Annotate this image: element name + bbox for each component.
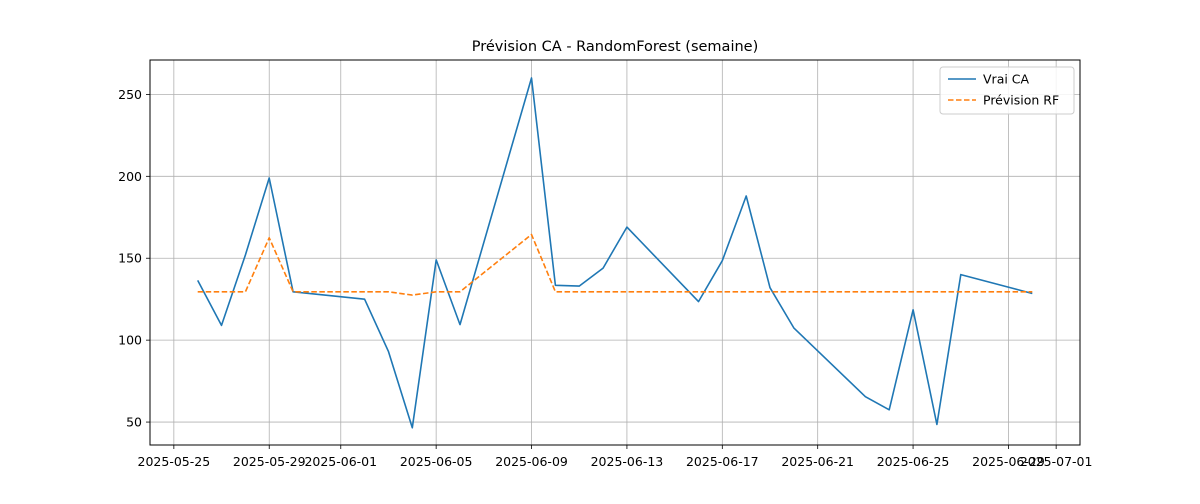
x-tick-label: 2025-06-21	[781, 454, 854, 469]
plot-frame	[150, 60, 1080, 445]
x-tick-label: 2025-06-09	[495, 454, 568, 469]
y-tick-label: 50	[126, 415, 142, 430]
series-line-2	[198, 235, 1033, 296]
legend: Vrai CA Prévision RF	[940, 67, 1074, 114]
series-line-1	[198, 78, 1033, 428]
x-tick-label: 2025-05-25	[138, 454, 211, 469]
y-tick-label: 150	[118, 251, 142, 266]
x-tick-label: 2025-06-13	[591, 454, 664, 469]
x-tick-label: 2025-06-17	[686, 454, 759, 469]
y-tick-label: 200	[118, 169, 142, 184]
x-tick-label: 2025-06-25	[877, 454, 950, 469]
chart-title: Prévision CA - RandomForest (semaine)	[472, 39, 759, 55]
legend-label-2: Prévision RF	[983, 93, 1059, 108]
x-tick-label: 2025-06-01	[304, 454, 377, 469]
y-tick-label: 100	[118, 333, 142, 348]
x-tick-label: 2025-07-01	[1020, 454, 1093, 469]
grid-layer	[150, 60, 1080, 445]
series-layer	[198, 78, 1033, 428]
x-tick-label: 2025-06-05	[400, 454, 473, 469]
legend-label-1: Vrai CA	[983, 72, 1030, 87]
x-tick-label: 2025-05-29	[233, 454, 306, 469]
y-tick-label: 250	[118, 87, 142, 102]
